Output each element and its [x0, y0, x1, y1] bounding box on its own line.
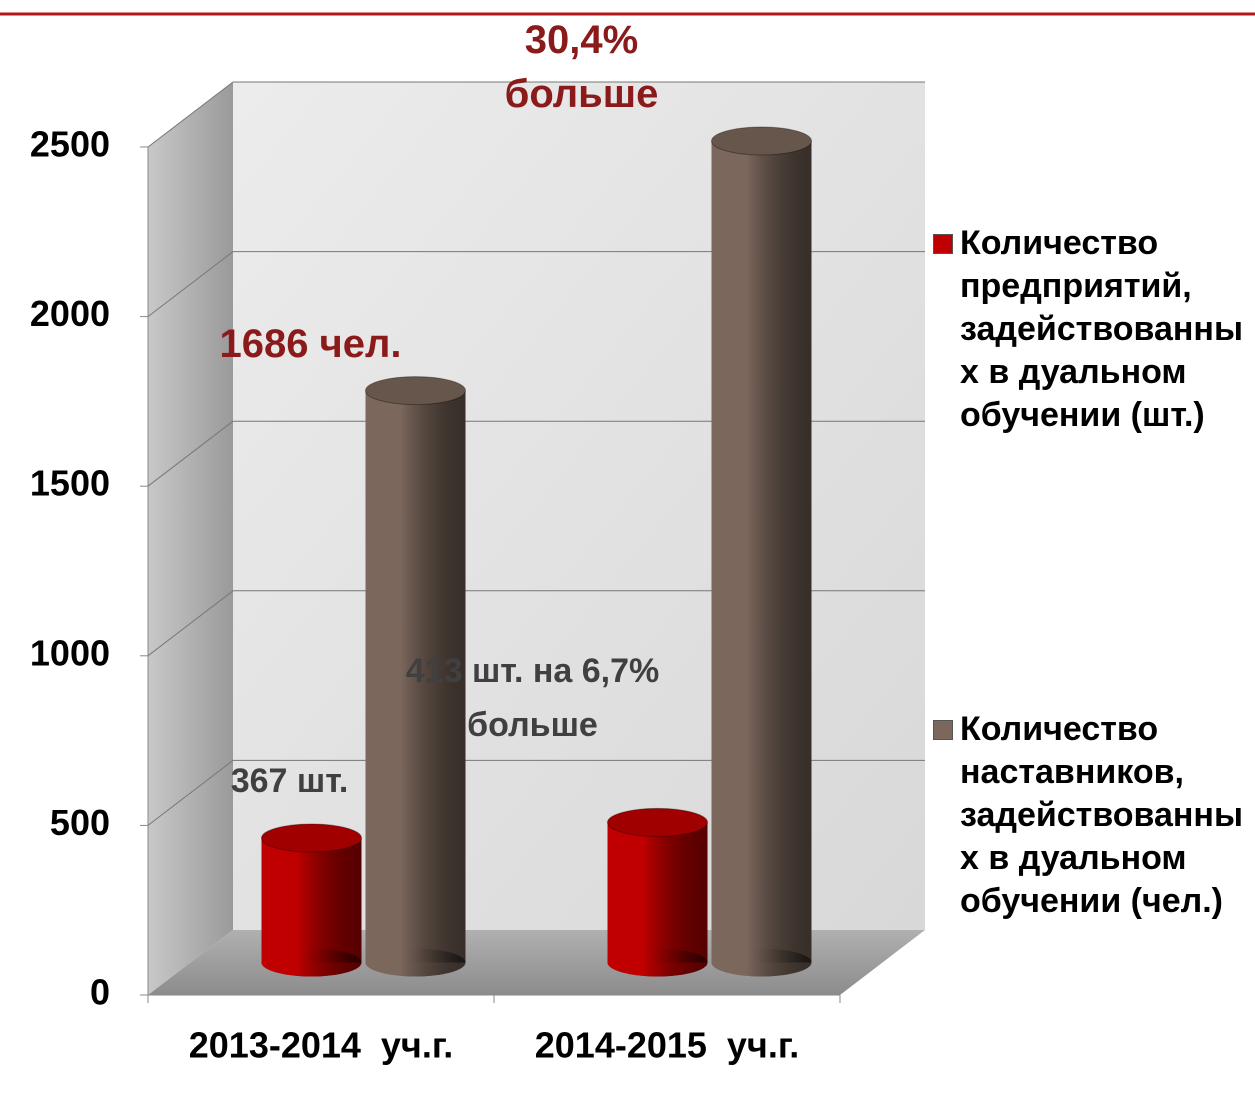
data-label: 367 шт. — [190, 754, 390, 808]
legend-label: Количество предприятий, задействованных … — [960, 222, 1250, 437]
shade — [608, 822, 708, 962]
page: 0 500 1000 1500 2000 2500 2013-2014 уч.г. 2014… — [0, 0, 1255, 1119]
cylinder-top-shade — [712, 127, 812, 155]
y-tick-label: 2000 — [30, 293, 110, 334]
chart: 0 500 1000 1500 2000 2500 2013-2014 уч.г. 2014… — [0, 0, 1255, 1119]
shade — [712, 141, 812, 963]
legend-label: Количество наставников, задействованных … — [960, 708, 1250, 923]
cylinder — [262, 824, 362, 976]
data-label: 413 шт. на 6,7% больше — [403, 644, 663, 752]
y-tick-label: 1000 — [30, 632, 110, 673]
y-tick-label: 2500 — [30, 124, 110, 165]
data-label: 1686 чел. — [181, 317, 441, 371]
legend-swatch — [933, 234, 953, 254]
cylinder-base-shade — [262, 949, 362, 977]
cylinder-base-shade — [366, 949, 466, 977]
cylinder-top-shade — [366, 377, 466, 405]
x-tick-label: 2013-2014 уч.г. — [189, 1025, 453, 1066]
y-tick-label: 500 — [50, 802, 110, 843]
data-label: 2422 чел. на 30,4% больше — [452, 0, 712, 121]
shade — [262, 838, 362, 962]
x-tick-label: 2014-2015 уч.г. — [535, 1025, 799, 1066]
legend-swatch — [933, 720, 953, 740]
side-wall — [148, 82, 233, 995]
cylinder-base-shade — [608, 949, 708, 977]
cylinder — [712, 127, 812, 977]
y-tick-label: 0 — [90, 972, 110, 1013]
plot-area: 0 500 1000 1500 2000 2500 — [30, 82, 925, 1013]
y-tick-label: 1500 — [30, 463, 110, 504]
cylinder — [608, 808, 708, 976]
cylinder-top-shade — [262, 824, 362, 852]
cylinder-top-shade — [608, 808, 708, 836]
cylinder-base-shade — [712, 949, 812, 977]
